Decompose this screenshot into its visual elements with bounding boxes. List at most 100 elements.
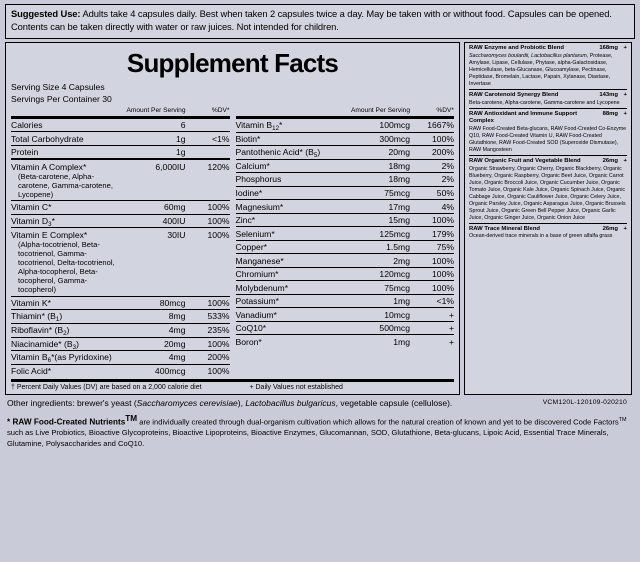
nutrient-dv: +: [410, 334, 454, 348]
blend-ingredients: Saccharomyces boulardii, Lactobacillus p…: [469, 52, 613, 87]
nutrient-row: Phosphorus 18mg 2%: [235, 172, 454, 187]
nutrient-dv: [185, 115, 230, 132]
nutrient-dv: 2%: [410, 172, 454, 187]
blend-item: RAW Organic Fruit and Vegetable Blend 26m…: [469, 155, 627, 221]
nutrient-subtext: (Beta-carotene, Alpha-carotene, Gamma-ca…: [18, 171, 113, 199]
nutrient-dv: 100%: [185, 213, 230, 228]
nutrient-name: Pantothenic Acid* (B5): [235, 145, 348, 160]
other-ingredients-text-1: brewer's yeast (: [74, 398, 137, 409]
blend-amount: 26mg: [602, 157, 618, 164]
blend-amount: 168mg: [599, 44, 618, 51]
nutrient-amount: 400mcg: [123, 363, 186, 378]
nutrient-row: Boron* 1mg +: [235, 334, 454, 348]
blend-ingredients: Beta-carotene, Alpha-carotene, Gamma-car…: [469, 99, 620, 106]
blend-name: RAW Carotenoid Synergy Blend: [469, 91, 559, 98]
footnote-dv: † Percent Daily Values (DV) are based on…: [11, 384, 202, 392]
supplement-facts-panel: Supplement Facts Serving Size 4 Capsules…: [5, 41, 460, 396]
blend-item: RAW Enzyme and Probiotic Blend 168mg + Sacc…: [469, 45, 627, 88]
nutrient-amount: 8mg: [123, 309, 186, 324]
other-ingredients-text-3: , vegetable capsule (cellulose).: [335, 398, 453, 409]
nutrient-dv: 100%: [410, 131, 454, 146]
main-body: Supplement Facts Serving Size 4 Capsules…: [5, 41, 635, 396]
blend-header: RAW Organic Fruit and Vegetable Blend 26m…: [469, 158, 627, 165]
nutrient-amount: 80mcg: [123, 295, 186, 310]
nutrient-row: Vitamin B6*(as Pyridoxine) 4mg 200%: [11, 350, 230, 365]
nutrient-amount: 400IU: [123, 213, 186, 228]
blend-header: RAW Trace Mineral Blend 26mg +: [469, 226, 627, 233]
nutrient-amount: 75mcg: [348, 280, 410, 295]
nutrient-dv: 2%: [410, 158, 454, 173]
column-header-dv: %DV*: [211, 107, 230, 115]
nutrient-amount: 15mg: [348, 212, 410, 227]
raw-nutrients-note: * RAW Food-Created NutrientsTM are indiv…: [5, 413, 635, 450]
nutrient-name: Potassium*: [235, 293, 348, 308]
blend-amount: 143mg: [599, 91, 618, 98]
nutrient-dv: [185, 144, 230, 160]
nutrient-amount: 4mg: [123, 350, 186, 365]
nutrient-row: Vitamin A Complex* (Beta-carotene, Alpha-…: [11, 158, 230, 201]
nutrient-name: Biotin*: [235, 131, 348, 146]
blend-dagger: +: [623, 110, 627, 117]
nutrient-amount: 100mcg: [348, 115, 410, 133]
blends-panel: RAW Enzyme and Probiotic Blend 168mg + Sacc…: [464, 41, 632, 396]
nutrient-dv: 100%: [410, 280, 454, 295]
blend-amount: 88mg: [602, 110, 618, 117]
nutrient-amount: 125mcg: [348, 226, 410, 241]
nutrient-row: Zinc* 15mg 100%: [235, 212, 454, 227]
nutrient-name: Vitamin C*: [11, 200, 124, 215]
nutrient-dv: 100%: [410, 266, 454, 281]
column-header-dv: %DV*: [436, 107, 454, 115]
blend-dagger: +: [623, 44, 627, 51]
column-header-blank: [11, 106, 124, 117]
nutrient-amount: 18mg: [348, 172, 410, 187]
nutrient-row: Manganese* 2mg 100%: [235, 253, 454, 268]
nutrient-name: Phosphorus: [235, 172, 348, 187]
nutrient-name: Vitamin D3*: [11, 213, 124, 228]
servings-per-container: Servings Per Container 30: [11, 93, 112, 104]
blend-ingredients: Ocean-derived trace minerals in a base o…: [469, 233, 613, 240]
blend-ingredients: RAW Food-Created Beta-glucans, RAW Food-…: [469, 125, 627, 153]
nutrient-dv: +: [410, 307, 454, 322]
nutrient-name: Zinc*: [235, 212, 348, 227]
nutrient-name: Vitamin B6*(as Pyridoxine): [11, 350, 124, 365]
nutrient-row: Thiamin* (B1) 8mg 533%: [11, 309, 230, 324]
footnote-divider: [11, 379, 454, 383]
nutrient-dv: +: [410, 320, 454, 335]
nutrient-dv: 1667%: [410, 115, 454, 133]
raw-note-lead: * RAW Food-Created Nutrients: [7, 417, 126, 427]
nutrient-row: CoQ10* 500mcg +: [235, 320, 454, 335]
nutrient-amount: 30IU: [123, 227, 186, 297]
nutrient-row: Magnesium* 17mg 4%: [235, 199, 454, 214]
nutrient-row: Chromium* 120mcg 100%: [235, 266, 454, 281]
blend-item: RAW Carotenoid Synergy Blend 143mg + Beta-c…: [469, 89, 627, 106]
nutrient-name: Magnesium*: [235, 199, 348, 214]
other-ingredients-italic-2: Lactobacillus bulgaricus: [245, 398, 336, 409]
nutrient-name: Copper*: [235, 239, 348, 254]
blend-dagger: +: [623, 91, 627, 98]
nutrient-name: Thiamin* (B1): [11, 309, 124, 324]
raw-note-body: are individually created through dual-or…: [137, 417, 619, 427]
nutrient-amount: 1g: [123, 144, 186, 160]
nutrient-amount: 20mg: [123, 336, 186, 351]
nutrient-dv: 100%: [185, 227, 230, 297]
nutrient-row: Selenium* 125mcg 179%: [235, 226, 454, 241]
column-header-amount: Amount Per Serving: [350, 107, 410, 115]
blend-item: RAW Trace Mineral Blend 26mg + Ocean-derive…: [469, 223, 627, 240]
blend-dagger: +: [623, 157, 627, 164]
nutrient-dv: 100%: [185, 200, 230, 215]
blend-name: RAW Organic Fruit and Vegetable Blend: [469, 157, 581, 164]
suggested-use-text: Adults take 4 capsules daily. Best when …: [11, 8, 612, 32]
nutrient-name: Riboflavin* (B2): [11, 322, 124, 338]
nutrient-amount: 1g: [123, 131, 186, 146]
nutrient-row: Biotin* 300mcg 100%: [235, 131, 454, 146]
nutrient-name: Calcium*: [235, 158, 348, 173]
nutrient-amount: 500mcg: [348, 320, 410, 335]
nutrient-row: Niacinamide* (B3) 20mg 100%: [11, 336, 230, 351]
nutrient-name: Selenium*: [235, 226, 348, 241]
nutrient-name: Boron*: [235, 334, 348, 348]
nutrient-row: Vanadium* 10mcg +: [235, 307, 454, 322]
suggested-use-box: Suggested Use: Adults take 4 capsules da…: [5, 4, 635, 39]
nutrient-amount: 17mg: [348, 199, 410, 214]
nutrient-name: Niacinamide* (B3): [11, 336, 124, 351]
nutrient-row: Vitamin E Complex* (Alpha-tocotrienol, Be…: [11, 227, 230, 297]
